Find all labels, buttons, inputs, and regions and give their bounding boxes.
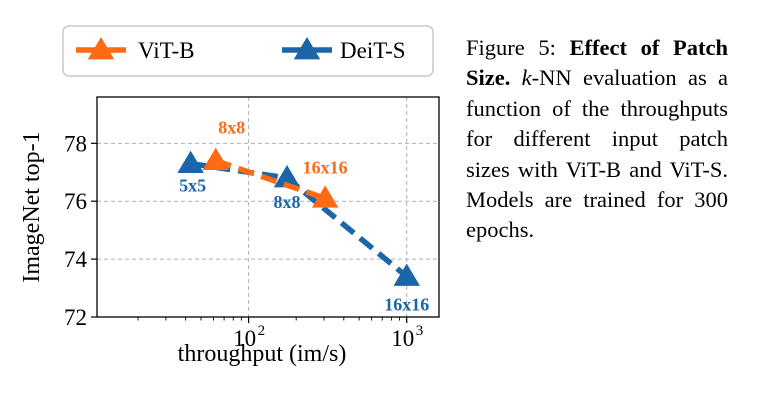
- series-line-vit-b: [214, 158, 327, 201]
- grid-lines: [97, 97, 439, 318]
- y-axis-title: ImageNet top-1: [19, 131, 45, 282]
- plot-frame: [96, 96, 440, 318]
- data-point-deit-s: [177, 150, 204, 173]
- data-label-deit-s: 16x16: [384, 294, 429, 314]
- legend-swatch-marker: [293, 37, 321, 60]
- data-label-vit-b: 8x8: [218, 118, 245, 138]
- legend: ViT-B DeiT-S: [62, 25, 434, 77]
- y-tick-label: 78: [64, 131, 87, 156]
- x-axis-title: throughput (im/s): [178, 341, 347, 367]
- y-tick-label: 76: [64, 189, 87, 214]
- data-point-vit-b: [311, 185, 339, 208]
- data-point-vit-b: [202, 147, 230, 171]
- y-tick-label: 72: [64, 305, 87, 330]
- caption-body: -NN evaluation as a function of the thro…: [466, 65, 728, 243]
- x-tick-label-exponent: 3: [416, 323, 424, 339]
- y-tick-label: 74: [64, 247, 88, 272]
- legend-swatch-marker: [87, 37, 115, 60]
- caption-k: k: [521, 65, 532, 91]
- legend-label: ViT-B: [138, 38, 195, 63]
- data-point-deit-s: [393, 263, 420, 286]
- x-tick-label-exponent: 2: [258, 323, 266, 339]
- data-label-vit-b: 16x16: [303, 157, 348, 177]
- x-tick-label: 10: [233, 326, 256, 351]
- data-point-deit-s: [273, 165, 301, 188]
- x-tick-label: 10: [391, 326, 414, 351]
- legend-label: DeiT-S: [340, 38, 406, 63]
- caption-label: Figure 5:: [466, 35, 556, 60]
- data-label-deit-s: 5x5: [179, 176, 206, 196]
- caption-title: Effect of Patch Size.: [466, 35, 728, 91]
- legend-box: [62, 25, 434, 77]
- figure-caption: Figure 5: Effect of Patch Size. k-NN eva…: [466, 33, 728, 246]
- data-label-deit-s: 8x8: [274, 192, 301, 212]
